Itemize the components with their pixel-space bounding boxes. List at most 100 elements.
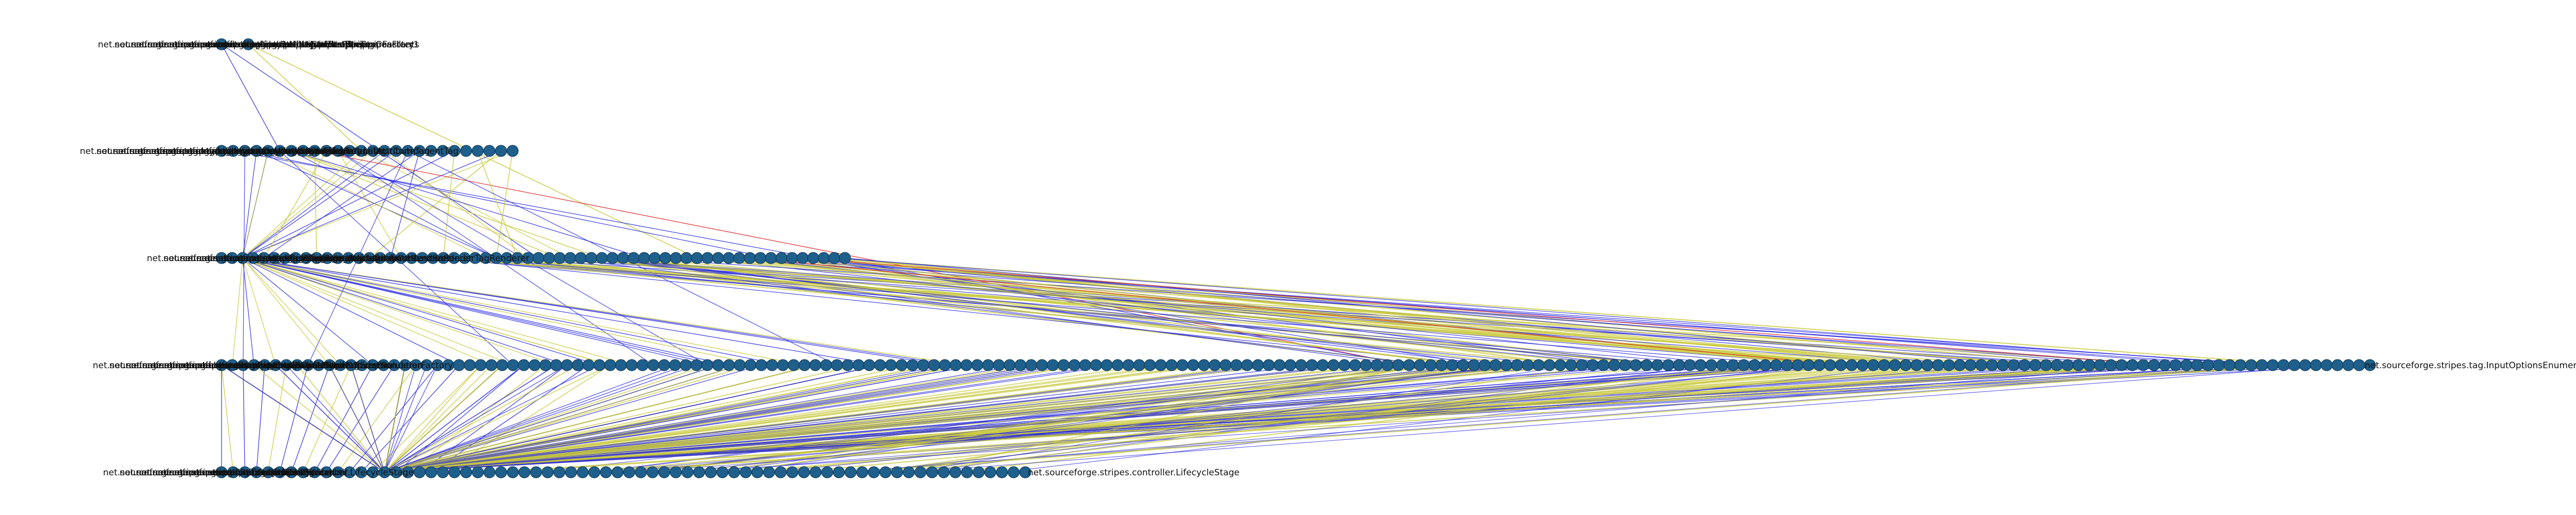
dependency-edge [384,364,1452,473]
graph-node [506,145,519,157]
dependency-edge [263,150,327,259]
node-label: net.sourceforge.stripes.tag.StripesTagSu… [179,146,380,157]
graph-node [1932,359,1944,371]
node-label: net.sourceforge.stripes.controller.Dispa… [126,360,350,371]
graph-node [402,466,414,478]
graph-node [754,252,767,264]
graph-node [928,359,940,371]
graph-node [856,466,868,478]
graph-node [309,466,321,478]
dependency-edge [242,258,805,366]
dependency-edge [699,365,2003,473]
graph-node [1684,359,1696,371]
graph-node [2256,359,2268,371]
dependency-edge [384,365,880,473]
dependency-edge [242,258,945,366]
dependency-edge [633,257,1831,366]
graph-node [1306,359,1318,371]
dependency-edge [384,365,1064,473]
graph-node [379,466,391,478]
graph-node [606,252,619,264]
graph-node [1004,359,1016,371]
graph-node [1479,359,1491,371]
graph-node [1057,359,1070,371]
graph-node [550,359,563,371]
graph-node [2180,359,2193,371]
dependency-edge [291,150,602,259]
graph-node [690,359,703,371]
node-label: net.sourceforge.stripes.tag.layout.Layou… [212,146,459,157]
graph-node [939,359,951,371]
graph-node [448,466,461,478]
graph-node [227,145,240,157]
graph-node [2299,359,2311,371]
dependency-edge [245,150,771,259]
graph-node [2018,359,2030,371]
dependency-edge [296,365,385,473]
graph-node [274,466,286,478]
dependency-edge [242,150,257,259]
graph-node [1047,359,1059,371]
graph-node [1403,359,1415,371]
graph-node [2159,359,2171,371]
node-label: net.sourceforge.stripes.tag.layout.Conte… [246,253,472,264]
graph-node [1835,359,1847,371]
graph-node [669,359,681,371]
graph-node [828,252,840,264]
node-label: net.sourceforge.stripes.config.Configura… [152,468,346,478]
dependency-edge [908,365,1571,473]
dependency-edge [384,365,719,473]
graph-node [659,252,671,264]
graph-node [777,359,789,371]
graph-node [413,466,426,478]
dependency-edge [242,258,556,366]
node-label: net.sourceforge.stripes.tag.layout.Layou… [113,146,321,157]
graph-node [539,359,552,371]
graph-node [973,466,985,478]
graph-node [1651,359,1664,371]
dependency-edge [839,365,2273,473]
node-label: net.sourceforge.stripes.util.bean.Proper… [93,360,323,371]
dependency-edge [242,150,501,259]
graph-node [262,466,274,478]
graph-node [1100,359,1113,371]
graph-node [2342,359,2354,371]
graph-node [1165,359,1178,371]
dependency-edge [384,365,2187,473]
dependency-edge [267,365,287,473]
dependency-edge [369,150,501,259]
graph-node [831,359,843,371]
dependency-edge [384,365,492,473]
graph-node [734,359,746,371]
dependency-edge [242,258,783,366]
graph-node [1252,359,1264,371]
dependency-edge [329,365,385,473]
dependency-edge [384,365,438,473]
dependency-edge [242,258,460,366]
dependency-edge [242,150,269,259]
graph-node [553,252,566,264]
graph-node [798,466,810,478]
graph-node [638,252,650,264]
graph-node [1025,359,1038,371]
dependency-edge [687,365,2251,473]
graph-node [285,466,298,478]
graph-node [1802,359,1815,371]
dependency-edge [710,365,1506,473]
graph-node [691,252,703,264]
node-label: net.sourceforge.stripes.util.Log [180,40,317,50]
dependency-edge [242,258,611,366]
graph-node [262,145,274,157]
graph-node [2213,359,2225,371]
graph-node [2072,359,2084,371]
dependency-edge [232,258,243,366]
dependency-edge [242,258,761,366]
dependency-edge [384,365,567,473]
graph-node [891,466,903,478]
graph-node [367,145,379,157]
graph-node [1511,359,1523,371]
graph-node [914,466,927,478]
dependency-edge [384,150,529,259]
graph-node [2115,359,2128,371]
dependency-edge [802,258,1485,366]
